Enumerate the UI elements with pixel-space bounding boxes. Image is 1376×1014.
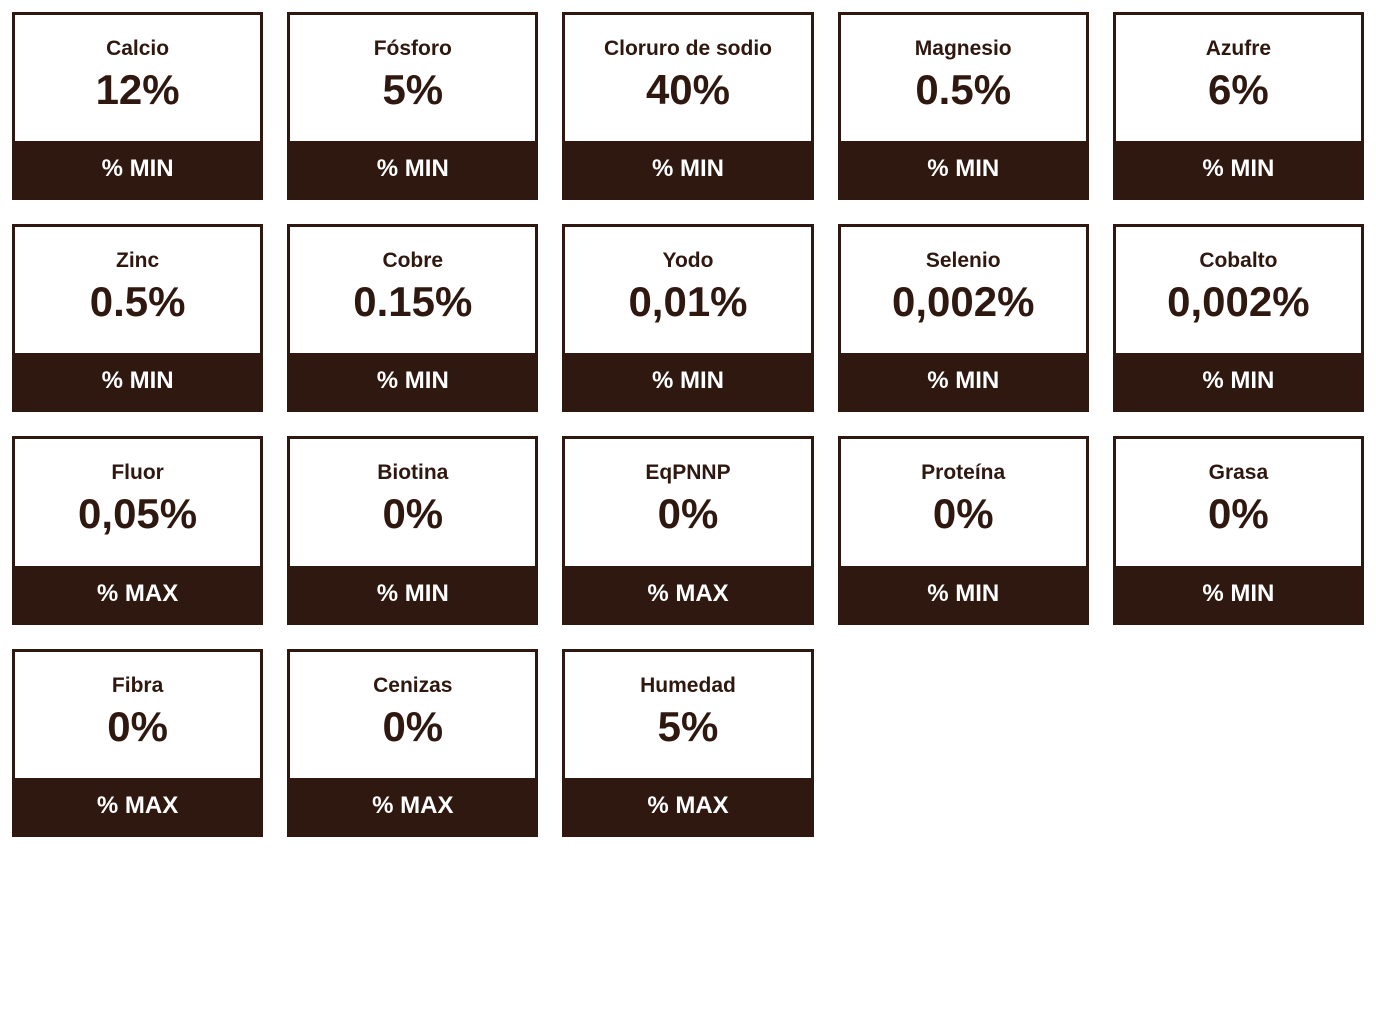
nutrient-footer-badge: % MAX (565, 566, 810, 622)
nutrient-card: Cenizas 0% % MAX (287, 649, 538, 837)
nutrient-footer-badge: % MIN (290, 353, 535, 409)
nutrient-card-body: Proteína 0% (841, 439, 1086, 565)
nutrient-value: 0% (300, 704, 525, 750)
nutrient-card: Zinc 0.5% % MIN (12, 224, 263, 412)
nutrient-card-body: Cobalto 0,002% (1116, 227, 1361, 353)
nutrient-value: 0% (300, 491, 525, 537)
nutrient-name: Cobalto (1126, 249, 1351, 273)
nutrient-card-body: Cobre 0.15% (290, 227, 535, 353)
nutrient-footer-badge: % MIN (1116, 141, 1361, 197)
nutrient-card-body: Fibra 0% (15, 652, 260, 778)
nutrient-card-body: Grasa 0% (1116, 439, 1361, 565)
nutrient-value: 40% (575, 67, 800, 113)
nutrient-card: Azufre 6% % MIN (1113, 12, 1364, 200)
nutrient-name: Cloruro de sodio (575, 37, 800, 61)
nutrient-card: Cobre 0.15% % MIN (287, 224, 538, 412)
nutrient-name: Cenizas (300, 674, 525, 698)
nutrient-footer-badge: % MIN (290, 566, 535, 622)
nutrient-card-body: Calcio 12% (15, 15, 260, 141)
nutrient-footer-badge: % MAX (15, 566, 260, 622)
nutrient-value: 0% (851, 491, 1076, 537)
nutrient-value: 0.5% (25, 279, 250, 325)
nutrient-footer-badge: % MIN (1116, 566, 1361, 622)
nutrient-card-body: Selenio 0,002% (841, 227, 1086, 353)
nutrient-name: Zinc (25, 249, 250, 273)
nutrient-name: Fósforo (300, 37, 525, 61)
nutrient-cards-grid: Calcio12%% MINFósforo5%% MINCloruro de s… (12, 12, 1364, 837)
nutrient-card: Yodo 0,01% % MIN (562, 224, 813, 412)
nutrient-value: 0% (1126, 491, 1351, 537)
nutrient-card: Fibra 0% % MAX (12, 649, 263, 837)
nutrient-footer-badge: % MIN (841, 566, 1086, 622)
nutrient-card-body: Fluor 0,05% (15, 439, 260, 565)
nutrient-name: Fluor (25, 461, 250, 485)
nutrient-card: Humedad 5% % MAX (562, 649, 813, 837)
nutrient-card: Selenio 0,002% % MIN (838, 224, 1089, 412)
nutrient-card: Grasa 0% % MIN (1113, 436, 1364, 624)
nutrient-card: Calcio 12% % MIN (12, 12, 263, 200)
nutrient-name: Magnesio (851, 37, 1076, 61)
nutrient-card: Proteína 0% % MIN (838, 436, 1089, 624)
nutrient-footer-badge: % MAX (290, 778, 535, 834)
nutrient-value: 0,05% (25, 491, 250, 537)
nutrient-footer-badge: % MAX (565, 778, 810, 834)
nutrient-card: EqPNNP 0% % MAX (562, 436, 813, 624)
nutrient-card-body: Humedad 5% (565, 652, 810, 778)
nutrient-footer-badge: % MIN (841, 353, 1086, 409)
nutrient-name: Fibra (25, 674, 250, 698)
nutrient-name: Azufre (1126, 37, 1351, 61)
nutrient-name: Selenio (851, 249, 1076, 273)
nutrient-value: 0,01% (575, 279, 800, 325)
nutrient-name: Proteína (851, 461, 1076, 485)
nutrient-footer-badge: % MIN (290, 141, 535, 197)
nutrient-card: Fluor 0,05% % MAX (12, 436, 263, 624)
nutrient-card-body: Cenizas 0% (290, 652, 535, 778)
nutrient-value: 12% (25, 67, 250, 113)
nutrient-value: 6% (1126, 67, 1351, 113)
nutrient-footer-badge: % MIN (565, 353, 810, 409)
nutrient-value: 5% (575, 704, 800, 750)
nutrient-name: Grasa (1126, 461, 1351, 485)
nutrient-footer-badge: % MIN (565, 141, 810, 197)
nutrient-name: Cobre (300, 249, 525, 273)
nutrient-name: Calcio (25, 37, 250, 61)
nutrient-value: 0% (575, 491, 800, 537)
nutrient-value: 0% (25, 704, 250, 750)
nutrient-name: EqPNNP (575, 461, 800, 485)
nutrient-footer-badge: % MIN (15, 141, 260, 197)
nutrient-footer-badge: % MIN (841, 141, 1086, 197)
nutrient-card-body: Magnesio 0.5% (841, 15, 1086, 141)
nutrient-card-body: Yodo 0,01% (565, 227, 810, 353)
nutrient-value: 0,002% (851, 279, 1076, 325)
nutrient-card-body: EqPNNP 0% (565, 439, 810, 565)
nutrient-card-body: Azufre 6% (1116, 15, 1361, 141)
nutrient-value: 0,002% (1126, 279, 1351, 325)
nutrient-card: Cloruro de sodio 40% % MIN (562, 12, 813, 200)
nutrient-card: Biotina 0% % MIN (287, 436, 538, 624)
nutrient-card-body: Zinc 0.5% (15, 227, 260, 353)
nutrient-value: 0.15% (300, 279, 525, 325)
nutrient-card-body: Biotina 0% (290, 439, 535, 565)
nutrient-name: Humedad (575, 674, 800, 698)
nutrient-card: Cobalto 0,002% % MIN (1113, 224, 1364, 412)
nutrient-footer-badge: % MIN (1116, 353, 1361, 409)
nutrient-footer-badge: % MAX (15, 778, 260, 834)
nutrient-value: 0.5% (851, 67, 1076, 113)
nutrient-card: Magnesio 0.5% % MIN (838, 12, 1089, 200)
nutrient-card: Fósforo 5% % MIN (287, 12, 538, 200)
nutrient-name: Biotina (300, 461, 525, 485)
nutrient-name: Yodo (575, 249, 800, 273)
nutrient-value: 5% (300, 67, 525, 113)
nutrient-card-body: Fósforo 5% (290, 15, 535, 141)
nutrient-footer-badge: % MIN (15, 353, 260, 409)
nutrient-card-body: Cloruro de sodio 40% (565, 15, 810, 141)
